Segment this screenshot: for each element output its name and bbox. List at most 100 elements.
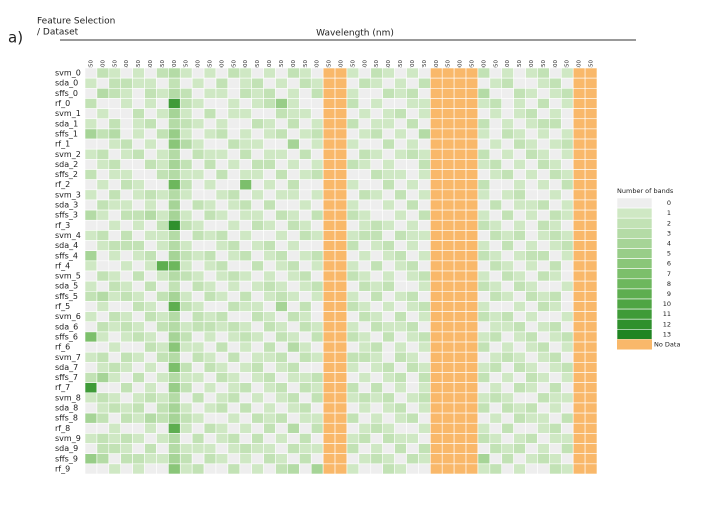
cell xyxy=(370,402,383,414)
legend-label: 0 xyxy=(667,199,671,207)
cell xyxy=(287,402,300,414)
no-data-cell xyxy=(584,159,598,170)
cell xyxy=(549,463,562,475)
cell xyxy=(179,108,193,120)
cell xyxy=(156,209,169,221)
y-tick-label: rf_4 xyxy=(55,261,70,270)
cell xyxy=(525,351,538,363)
no-data-cell xyxy=(584,230,598,241)
cell xyxy=(203,138,217,150)
cell xyxy=(394,250,407,262)
cell xyxy=(477,67,491,79)
cell xyxy=(132,159,145,170)
cell xyxy=(310,331,324,343)
cell xyxy=(382,128,395,140)
no-data-cell xyxy=(322,199,336,211)
legend-label: 7 xyxy=(667,270,671,278)
cell xyxy=(489,128,503,140)
cell xyxy=(501,301,514,312)
x-axis-label: Wavelength (nm) xyxy=(316,29,394,39)
no-data-cell xyxy=(584,463,598,475)
cell xyxy=(549,290,562,302)
cell xyxy=(513,311,526,323)
cell xyxy=(489,250,503,262)
cell xyxy=(489,77,503,89)
cell xyxy=(310,250,324,262)
cell xyxy=(84,422,98,434)
cell xyxy=(251,362,264,373)
cell xyxy=(370,463,383,475)
cell xyxy=(287,290,300,302)
cell xyxy=(239,138,252,150)
cell xyxy=(203,382,217,394)
cell xyxy=(132,148,145,160)
no-data-cell xyxy=(322,290,336,302)
cell xyxy=(370,433,383,444)
cell xyxy=(501,219,514,231)
cell xyxy=(156,108,169,120)
cell xyxy=(144,362,157,373)
no-data-cell xyxy=(572,138,586,150)
cell xyxy=(120,331,133,343)
cell xyxy=(156,280,169,292)
cell xyxy=(275,290,288,302)
cell xyxy=(227,118,241,130)
cell xyxy=(310,301,324,312)
x-tick-label: 1150 xyxy=(279,60,285,74)
cell xyxy=(537,250,550,262)
no-data-cell xyxy=(453,98,467,109)
cell xyxy=(96,230,110,241)
y-tick-label: rf_2 xyxy=(55,180,70,189)
cell xyxy=(227,159,241,170)
cell xyxy=(84,321,98,333)
no-data-cell xyxy=(584,422,598,434)
y-tick-label: sffs_3 xyxy=(55,211,78,220)
cell xyxy=(251,209,264,221)
no-data-cell xyxy=(572,392,586,404)
no-data-cell xyxy=(430,159,443,170)
cell xyxy=(251,67,264,79)
no-data-cell xyxy=(453,412,467,424)
cell xyxy=(346,351,360,363)
cell xyxy=(191,463,205,475)
cell xyxy=(108,67,122,79)
cell xyxy=(239,169,252,180)
cell xyxy=(418,311,431,323)
cell xyxy=(525,433,538,444)
cell xyxy=(215,362,229,373)
cell xyxy=(310,311,324,323)
no-data-cell xyxy=(430,77,443,89)
cell xyxy=(156,311,169,323)
cell xyxy=(358,67,372,79)
cell xyxy=(513,108,526,120)
no-data-cell xyxy=(572,382,586,394)
cell xyxy=(310,128,324,140)
y-tick-label: rf_9 xyxy=(55,464,70,473)
no-data-cell xyxy=(465,189,479,201)
cell xyxy=(251,412,264,424)
no-data-cell xyxy=(572,301,586,312)
y-tick-label: sffs_6 xyxy=(55,332,78,341)
cell xyxy=(394,453,407,465)
cell xyxy=(108,270,122,282)
x-tick-label: 1200 xyxy=(291,60,297,74)
cell xyxy=(382,159,395,170)
cell xyxy=(179,443,193,454)
cell xyxy=(394,301,407,312)
cell xyxy=(489,331,503,343)
cell xyxy=(84,88,98,99)
no-data-cell xyxy=(441,412,455,424)
no-data-cell xyxy=(441,341,455,353)
cell xyxy=(513,341,526,353)
legend-label: 3 xyxy=(667,229,671,237)
cell xyxy=(251,108,264,120)
cell xyxy=(394,260,407,272)
cell xyxy=(549,372,562,383)
cell xyxy=(96,433,110,444)
cell xyxy=(382,209,395,221)
no-data-cell xyxy=(584,301,598,312)
cell xyxy=(358,199,372,211)
cell xyxy=(191,98,205,109)
cell xyxy=(382,88,395,99)
cell xyxy=(525,311,538,323)
